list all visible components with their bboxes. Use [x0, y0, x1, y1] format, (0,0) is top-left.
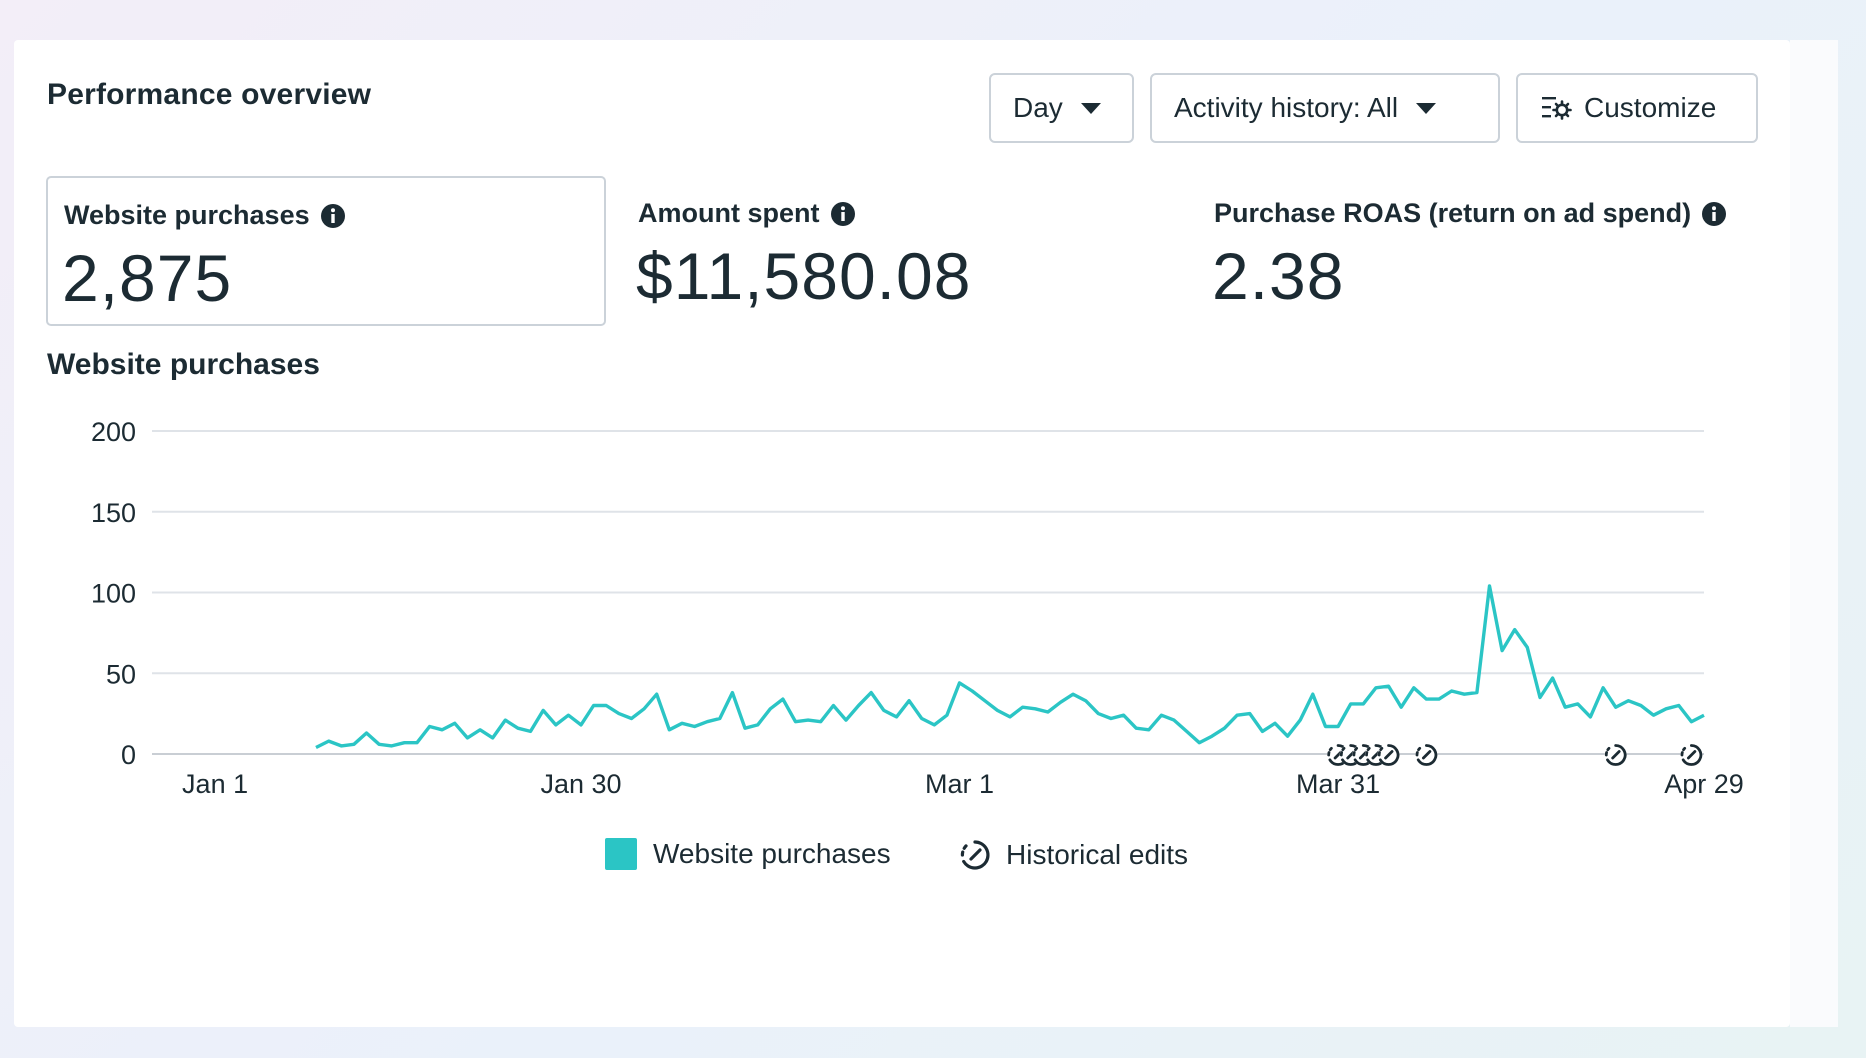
series-line-website-purchases: [315, 584, 1705, 750]
info-icon[interactable]: [1701, 201, 1727, 227]
metric-value: 2.38: [1212, 239, 1345, 313]
metric-amount-spent[interactable]: Amount spent $11,580.08: [622, 176, 1162, 326]
info-icon[interactable]: [830, 201, 856, 227]
caret-down-icon: [1416, 102, 1437, 114]
historical-edit-marker[interactable]: [1377, 744, 1400, 766]
metric-purchase-roas[interactable]: Purchase ROAS (return on ad spend) 2.38: [1198, 176, 1778, 326]
activity-history-label: Activity history: All: [1174, 92, 1399, 123]
legend-label: Historical edits: [1006, 839, 1189, 870]
customize-button[interactable]: Customize: [1516, 73, 1758, 143]
y-tick-label: 0: [121, 740, 136, 770]
x-tick-label: Jan 1: [182, 769, 248, 799]
historical-edit-icon: [958, 838, 992, 872]
activity-history-dropdown[interactable]: Activity history: All: [1150, 73, 1500, 143]
y-tick-label: 200: [91, 417, 136, 447]
y-tick-label: 150: [91, 498, 136, 528]
side-panel-edge: [1790, 40, 1838, 1027]
chart-title: Website purchases: [47, 348, 320, 381]
metric-label-row: Amount spent: [638, 198, 856, 229]
page-title: Performance overview: [47, 78, 372, 111]
customize-label: Customize: [1584, 92, 1717, 123]
legend-website-purchases[interactable]: Website purchases: [605, 838, 891, 870]
metric-website-purchases[interactable]: Website purchases 2,875: [46, 176, 606, 326]
legend-label: Website purchases: [653, 838, 891, 869]
metric-label: Website purchases: [64, 200, 310, 230]
metric-label: Amount spent: [638, 198, 820, 228]
metric-label-row: Purchase ROAS (return on ad spend): [1214, 198, 1727, 229]
metric-value: $11,580.08: [636, 239, 972, 313]
x-tick-label: Jan 30: [540, 769, 621, 799]
legend-historical-edits[interactable]: Historical edits: [958, 838, 1188, 872]
customize-icon: [1542, 95, 1572, 121]
info-icon[interactable]: [320, 203, 346, 229]
historical-edit-marker[interactable]: [1680, 744, 1703, 766]
y-tick-label: 100: [91, 579, 136, 609]
metric-label-row: Website purchases: [64, 200, 346, 231]
x-tick-label: Mar 1: [925, 769, 994, 799]
metric-label: Purchase ROAS (return on ad spend): [1214, 198, 1692, 228]
x-tick-label: Mar 31: [1296, 769, 1380, 799]
legend-swatch: [605, 838, 637, 870]
caret-down-icon: [1080, 102, 1101, 114]
time-granularity-dropdown[interactable]: Day: [989, 73, 1134, 143]
metric-value: 2,875: [62, 241, 233, 315]
x-tick-label: Apr 29: [1664, 769, 1744, 799]
day-label: Day: [1013, 92, 1063, 123]
y-tick-label: 50: [106, 659, 136, 689]
historical-edit-marker[interactable]: [1604, 744, 1627, 766]
historical-edit-marker[interactable]: [1415, 744, 1438, 766]
